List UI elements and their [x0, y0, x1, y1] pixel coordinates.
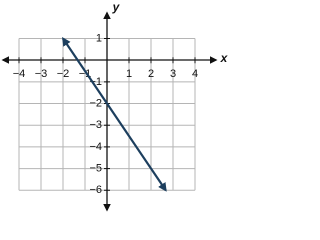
x-tick-label: −3 [35, 68, 48, 80]
x-tick-label: 4 [192, 68, 198, 80]
y-tick-label: −5 [89, 162, 102, 174]
x-tick-label: −2 [57, 68, 70, 80]
x-tick-label: 3 [170, 68, 176, 80]
line [62, 37, 167, 192]
y-tick-label: −2 [89, 97, 102, 109]
x-axis-label: x [220, 51, 229, 65]
y-axis-label: y [112, 0, 121, 14]
chart: x y −4 −3 −2 −1 1 2 3 41−1−2−3−4−5−6 [1, 0, 229, 212]
y-tick-label: −4 [89, 141, 102, 153]
x-tick-label: 1 [126, 68, 132, 80]
x-tick-label: 2 [148, 68, 154, 80]
y-tick-label: −3 [89, 119, 102, 131]
x-tick-label: −4 [13, 68, 26, 80]
y-tick-label: −6 [89, 184, 102, 196]
y-tick-label: 1 [96, 32, 102, 44]
